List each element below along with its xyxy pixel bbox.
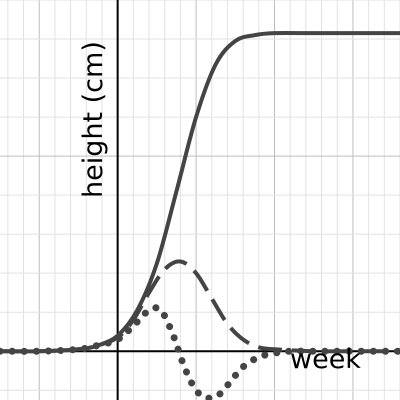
series-line-solid bbox=[0, 31, 400, 354]
y-axis-label: height (cm) bbox=[78, 41, 109, 198]
series-line-dashed bbox=[0, 259, 400, 354]
x-axis-label: week bbox=[290, 344, 361, 375]
series-group bbox=[0, 31, 400, 400]
